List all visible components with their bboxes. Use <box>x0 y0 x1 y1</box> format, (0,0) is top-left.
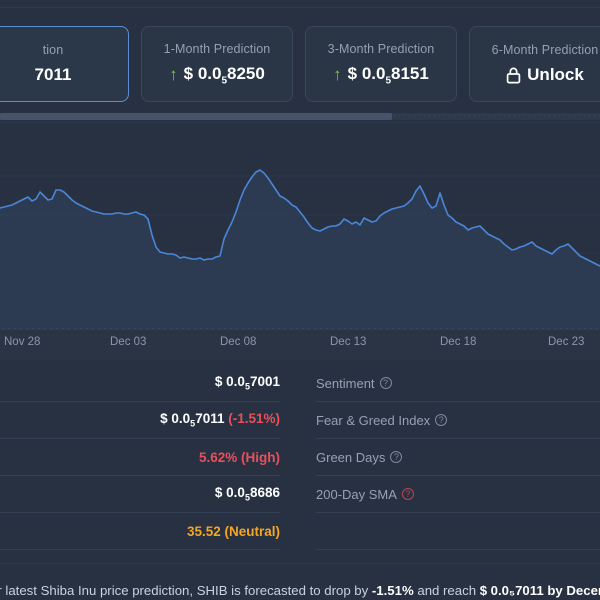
stat-value: 35.52 (Neutral) <box>186 523 280 539</box>
prediction-card-1[interactable]: 1-Month Prediction ↑ $ 0.058250 <box>141 26 293 102</box>
top-divider <box>0 7 600 8</box>
footer-divider <box>0 563 600 564</box>
stat-label: Sentiment? <box>316 376 392 391</box>
x-axis-tick-3: Dec 13 <box>330 336 367 348</box>
help-icon[interactable]: ? <box>390 451 403 463</box>
stat-value: 5.62% (High) <box>198 449 280 465</box>
help-icon[interactable]: ? <box>435 414 448 426</box>
price-chart-svg <box>0 169 600 330</box>
scrollbar-thumb[interactable] <box>0 113 392 120</box>
summary-lead: ur latest Shiba Inu price prediction, SH… <box>0 583 372 598</box>
x-axis-tick-1: Dec 03 <box>110 336 147 348</box>
stat-label: Green Days? <box>316 449 403 465</box>
stat-label: 200-Day SMA? <box>316 487 414 502</box>
stat-row-left-3: ?$ 0.058686 <box>0 476 280 513</box>
prediction-card-title: 3-Month Prediction <box>327 41 435 56</box>
help-icon[interactable]: ? <box>379 377 392 389</box>
stat-row-right-2: Green Days? <box>316 439 600 476</box>
prediction-card-value: Unlock <box>506 65 584 85</box>
stat-row-right-4 <box>316 513 600 550</box>
stat-row-left-1: on?$ 0.057011 (-1.51%) <box>0 402 280 439</box>
stat-label-text: Sentiment <box>316 375 375 391</box>
chart-area-fill <box>0 170 600 330</box>
stat-row-left-2: 5.62% (High) <box>0 439 280 476</box>
stat-label-text: Fear & Greed Index <box>316 412 431 428</box>
stat-row-right-3: 200-Day SMA?$ <box>316 476 600 513</box>
arrow-up-icon: ↑ <box>169 65 178 85</box>
stat-row-right-0: Sentiment? <box>316 365 600 402</box>
lock-icon <box>506 67 521 84</box>
chart-top-divider <box>0 122 600 123</box>
stat-row-left-4: 35.52 (Neutral) <box>0 513 280 550</box>
prediction-card-value-text: $ 0.058250 <box>183 63 265 87</box>
summary-price: $ 0.0₅7011 <box>479 583 544 598</box>
stats-column-right: Sentiment?Fear & Greed Index?24 (EGreen … <box>316 365 600 550</box>
forecast-summary-text: ur latest Shiba Inu price prediction, SH… <box>0 582 600 600</box>
chart-x-axis: Nov 28 Dec 03 Dec 08 Dec 13 Dec 18 Dec 23 <box>0 330 600 360</box>
prediction-card-value: ↑ $ 0.058151 <box>333 64 429 86</box>
x-axis-tick-2: Dec 08 <box>220 336 257 348</box>
prediction-card-2[interactable]: 3-Month Prediction ↑ $ 0.058151 <box>305 26 457 102</box>
stats-column-left: $ 0.057001 on?$ 0.057011 (-1.51%) 5.62% (H… <box>0 365 280 550</box>
prediction-cards-strip[interactable]: tion 7011 1-Month Prediction ↑ $ 0.058250 3-M… <box>0 26 600 104</box>
stat-value: $ 0.058686 <box>214 485 280 503</box>
stats-section: $ 0.057001 on?$ 0.057011 (-1.51%) 5.62% (H… <box>0 365 600 563</box>
chart-axis-dotted-line <box>0 327 600 330</box>
prediction-card-value-text: 7011 <box>34 65 72 84</box>
prediction-card-3[interactable]: 6-Month Prediction Unlock <box>469 26 600 102</box>
horizontal-scrollbar[interactable] <box>0 113 600 120</box>
stat-value: $ 0.057011 (-1.51%) <box>160 411 280 429</box>
prediction-card-value: 7011 <box>35 65 72 85</box>
stat-row-right-1: Fear & Greed Index?24 (E <box>316 402 600 439</box>
prediction-cards-row: tion 7011 1-Month Prediction ↑ $ 0.058250 3-M… <box>0 26 600 102</box>
prediction-card-title: 1-Month Prediction <box>163 41 271 56</box>
arrow-up-icon: ↑ <box>333 65 342 85</box>
prediction-card-title: 6-Month Prediction <box>491 43 599 57</box>
summary-tail: by Decem <box>547 583 600 598</box>
help-icon[interactable]: ? <box>401 488 414 500</box>
stat-row-left-0: $ 0.057001 <box>0 365 280 402</box>
summary-percent: -1.51% <box>371 583 414 598</box>
prediction-card-value-text: Unlock <box>527 65 584 84</box>
prediction-card-value: ↑ $ 0.058250 <box>169 64 265 86</box>
stat-label: Fear & Greed Index? <box>316 412 448 428</box>
stat-label-text: Green Days <box>316 449 386 465</box>
x-axis-tick-4: Dec 18 <box>440 336 477 348</box>
prediction-card-0[interactable]: tion 7011 <box>0 26 129 102</box>
chart-line <box>0 169 600 267</box>
stat-value: $ 0.057001 <box>214 374 280 392</box>
prediction-card-value-text: $ 0.058151 <box>347 63 429 87</box>
summary-mid: and reach <box>413 583 480 598</box>
prediction-card-title: tion <box>42 43 64 57</box>
price-chart[interactable] <box>0 122 600 330</box>
scrollbar-track[interactable] <box>392 113 600 120</box>
x-axis-tick-5: Dec 23 <box>548 336 585 348</box>
x-axis-tick-0: Nov 28 <box>4 336 41 348</box>
stat-label-text: 200-Day SMA <box>316 486 397 502</box>
